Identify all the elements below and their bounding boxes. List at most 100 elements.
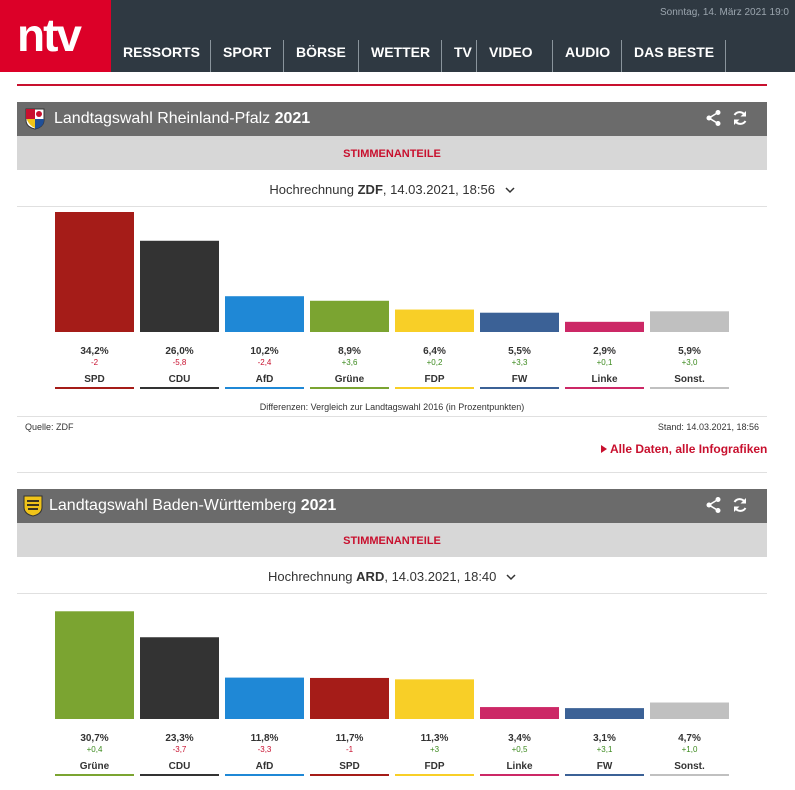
value-label-grne: 8,9% xyxy=(338,346,361,357)
value-label-fdp: 6,4% xyxy=(423,346,446,357)
party-label-afd: AfD xyxy=(256,761,274,772)
party-label-spd: SPD xyxy=(84,374,105,385)
rlp-header: Landtagswahl Rheinland-Pfalz 2021 xyxy=(17,102,767,136)
bar-linke xyxy=(480,707,559,719)
nav-wetter[interactable]: WETTER xyxy=(359,40,442,72)
party-label-sonst: Sonst. xyxy=(674,761,705,772)
party-underline-afd xyxy=(225,774,304,776)
refresh-icon[interactable] xyxy=(731,496,751,516)
tab-stimmenanteile[interactable]: STIMMENANTEILE xyxy=(343,535,441,547)
value-label-linke: 2,9% xyxy=(593,346,616,357)
nav-das-beste[interactable]: DAS BESTE xyxy=(622,40,726,72)
party-underline-linke xyxy=(565,387,644,389)
value-label-afd: 10,2% xyxy=(250,346,278,357)
party-underline-spd xyxy=(55,387,134,389)
nav-ressorts[interactable]: RESSORTS xyxy=(111,40,211,72)
value-label-cdu: 23,3% xyxy=(165,733,193,744)
bw-bar-chart: 30,7%+0,4 Grüne 23,3%-3,7 CDU 11,8%-3,3 AfD 11… xyxy=(55,611,729,776)
party-underline-linke xyxy=(480,774,559,776)
value-label-fw: 3,1% xyxy=(593,733,616,744)
refresh-icon[interactable] xyxy=(731,109,751,129)
ntv-logo[interactable]: ntv xyxy=(0,0,111,72)
value-label-spd: 11,7% xyxy=(336,733,364,744)
diff-label-afd: -3,3 xyxy=(258,745,272,754)
party-label-linke: Linke xyxy=(506,761,533,772)
diff-label-linke: +0,5 xyxy=(512,745,528,754)
bar-cdu xyxy=(140,240,219,332)
diff-label-spd: -1 xyxy=(346,745,354,754)
bar-spd xyxy=(310,677,389,719)
site-header: ntv Sonntag, 14. März 2021 19:0 RESSORTS… xyxy=(0,0,795,72)
all-data-link[interactable]: Alle Daten, alle Infografiken xyxy=(601,442,767,456)
bar-grne xyxy=(55,611,134,719)
diff-label-fdp: +0,2 xyxy=(427,358,443,367)
nav-audio[interactable]: AUDIO xyxy=(553,40,622,72)
party-underline-spd xyxy=(310,774,389,776)
rlp-source: Quelle: ZDF xyxy=(25,422,74,432)
nav-boerse[interactable]: BÖRSE xyxy=(284,40,359,72)
chevron-down-icon xyxy=(505,187,515,194)
party-label-grne: Grüne xyxy=(80,761,110,772)
value-label-spd: 34,2% xyxy=(80,346,108,357)
value-label-afd: 11,8% xyxy=(251,733,279,744)
party-label-fdp: FDP xyxy=(425,374,445,385)
bar-cdu xyxy=(140,637,219,719)
diff-label-sonst: +3,0 xyxy=(682,358,698,367)
party-underline-sonst xyxy=(650,774,729,776)
nav-tv[interactable]: TV xyxy=(442,40,477,72)
rlp-title: Landtagswahl Rheinland-Pfalz 2021 xyxy=(54,110,311,127)
value-label-fdp: 11,3% xyxy=(421,733,449,744)
bar-spd xyxy=(55,212,134,332)
share-icon[interactable] xyxy=(705,496,725,516)
party-underline-cdu xyxy=(140,387,219,389)
diff-label-cdu: -5,8 xyxy=(173,358,187,367)
rlp-divider xyxy=(17,206,767,207)
bw-crest-icon xyxy=(23,495,43,517)
triangle-right-icon xyxy=(601,445,607,453)
chevron-down-icon xyxy=(506,574,516,581)
bw-tab-bar: STIMMENANTEILE xyxy=(17,523,767,557)
value-label-fw: 5,5% xyxy=(508,346,531,357)
nav-sport[interactable]: SPORT xyxy=(211,40,284,72)
diff-label-fw: +3,3 xyxy=(512,358,528,367)
bar-afd xyxy=(225,677,304,719)
diff-label-afd: -2,4 xyxy=(258,358,272,367)
nav-video[interactable]: VIDEO xyxy=(477,40,553,72)
party-label-linke: Linke xyxy=(591,374,618,385)
party-underline-fw xyxy=(480,387,559,389)
party-label-grne: Grüne xyxy=(335,374,365,385)
bar-linke xyxy=(565,321,644,332)
header-date: Sonntag, 14. März 2021 19:0 xyxy=(660,7,789,18)
bar-fdp xyxy=(395,309,474,332)
logo-text: ntv xyxy=(17,9,82,61)
bw-projection-select[interactable]: Hochrechnung ARD, 14.03.2021, 18:40 xyxy=(17,569,767,584)
diff-label-fdp: +3 xyxy=(430,745,440,754)
rlp-foot-divider xyxy=(17,416,767,417)
rlp-projection-select[interactable]: Hochrechnung ZDF, 14.03.2021, 18:56 xyxy=(17,182,767,197)
rlp-diff-note: Differenzen: Vergleich zur Landtagswahl … xyxy=(259,402,525,412)
bw-widget: Landtagswahl Baden-Württemberg 2021 STIM… xyxy=(17,489,767,790)
header-divider xyxy=(17,84,767,86)
bar-fw xyxy=(480,312,559,332)
party-label-fw: FW xyxy=(512,374,528,385)
bar-afd xyxy=(225,296,304,332)
party-label-afd: AfD xyxy=(256,374,274,385)
rlp-bar-chart: 34,2%-2SPD26,0%-5,8CDU10,2%-2,4AfD8,9%+3… xyxy=(55,212,729,389)
bw-title: Landtagswahl Baden-Württemberg 2021 xyxy=(49,497,337,514)
value-label-linke: 3,4% xyxy=(508,733,531,744)
tab-stimmenanteile[interactable]: STIMMENANTEILE xyxy=(343,148,441,160)
party-underline-grne xyxy=(310,387,389,389)
diff-label-grne: +3,6 xyxy=(342,358,358,367)
value-label-cdu: 26,0% xyxy=(165,346,193,357)
party-underline-afd xyxy=(225,387,304,389)
party-underline-fw xyxy=(565,774,644,776)
party-label-cdu: CDU xyxy=(169,761,191,772)
party-underline-fdp xyxy=(395,387,474,389)
party-label-sonst: Sonst. xyxy=(674,374,705,385)
party-underline-fdp xyxy=(395,774,474,776)
party-label-fw: FW xyxy=(597,761,613,772)
diff-label-linke: +0,1 xyxy=(597,358,613,367)
share-icon[interactable] xyxy=(705,109,725,129)
section-separator xyxy=(17,472,767,473)
